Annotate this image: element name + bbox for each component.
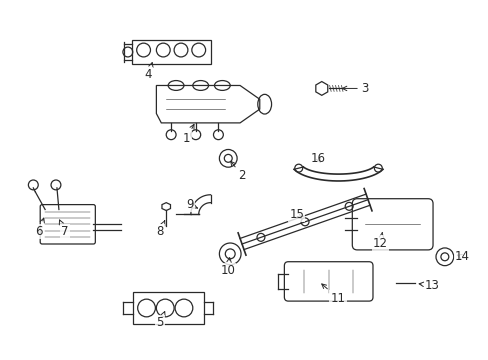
Text: 7: 7 <box>59 220 68 238</box>
Text: 3: 3 <box>342 82 368 95</box>
Text: 14: 14 <box>454 250 469 263</box>
Text: 1: 1 <box>183 124 194 145</box>
Text: 10: 10 <box>220 258 235 277</box>
Text: 12: 12 <box>372 233 387 249</box>
Text: 11: 11 <box>321 284 345 305</box>
Text: 6: 6 <box>35 218 44 238</box>
Text: 8: 8 <box>156 221 164 238</box>
Text: 5: 5 <box>156 311 165 329</box>
Text: 4: 4 <box>144 63 153 81</box>
Text: 2: 2 <box>230 161 245 181</box>
Text: 15: 15 <box>289 208 304 221</box>
Text: 13: 13 <box>418 279 439 292</box>
Text: 16: 16 <box>310 152 325 165</box>
Text: 9: 9 <box>185 198 197 211</box>
